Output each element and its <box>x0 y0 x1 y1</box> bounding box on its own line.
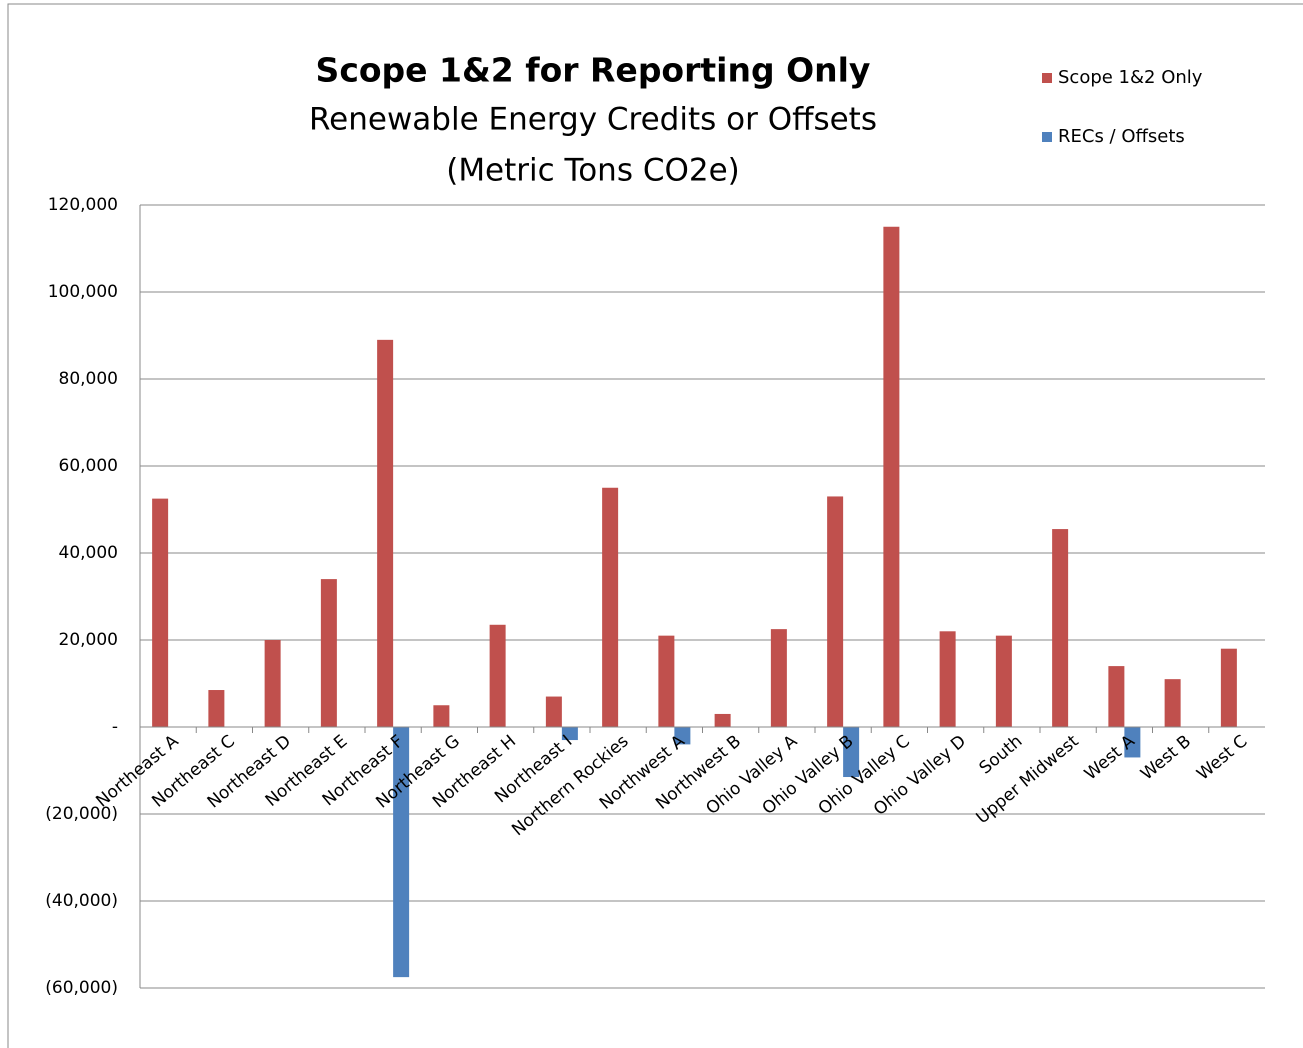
bar <box>1108 666 1125 727</box>
bar <box>995 635 1012 727</box>
bar <box>208 690 225 727</box>
y-tick-label: 20,000 <box>59 630 118 650</box>
bar <box>433 705 450 727</box>
y-tick-label: 120,000 <box>48 195 118 215</box>
bar <box>658 635 675 727</box>
bar <box>843 727 860 778</box>
legend-label: Scope 1&2 Only <box>1058 67 1203 88</box>
bar <box>1124 727 1141 758</box>
bar <box>545 696 562 727</box>
bar <box>939 631 956 727</box>
bar <box>883 226 900 727</box>
bar <box>377 339 394 727</box>
y-tick-label: - <box>112 717 118 737</box>
legend-swatch <box>1042 132 1052 142</box>
bar <box>152 498 169 727</box>
bar <box>561 727 578 741</box>
chart-subtitle: Renewable Energy Credits or Offsets <box>309 102 877 138</box>
y-tick-label: 40,000 <box>59 543 118 563</box>
bar <box>489 624 506 727</box>
bar <box>264 640 281 727</box>
bar <box>320 579 337 727</box>
legend-swatch <box>1042 73 1052 83</box>
bar <box>1220 648 1237 727</box>
chart-subtitle: (Metric Tons CO2e) <box>446 153 740 189</box>
bar <box>393 727 410 978</box>
y-tick-label: (40,000) <box>45 891 118 911</box>
y-tick-label: 80,000 <box>59 369 118 389</box>
bar <box>1164 679 1181 727</box>
bar <box>674 727 691 745</box>
y-tick-label: (20,000) <box>45 804 118 824</box>
bar <box>714 713 731 727</box>
y-tick-label: (60,000) <box>45 978 118 998</box>
chart-frame <box>7 3 1303 1048</box>
legend-label: RECs / Offsets <box>1058 126 1185 147</box>
chart-title: Scope 1&2 for Reporting Only <box>316 51 871 90</box>
y-tick-label: 100,000 <box>48 282 118 302</box>
bar <box>602 487 619 727</box>
bar <box>770 629 787 727</box>
y-tick-label: 60,000 <box>59 456 118 476</box>
bar <box>1052 529 1069 727</box>
bar <box>827 496 844 727</box>
